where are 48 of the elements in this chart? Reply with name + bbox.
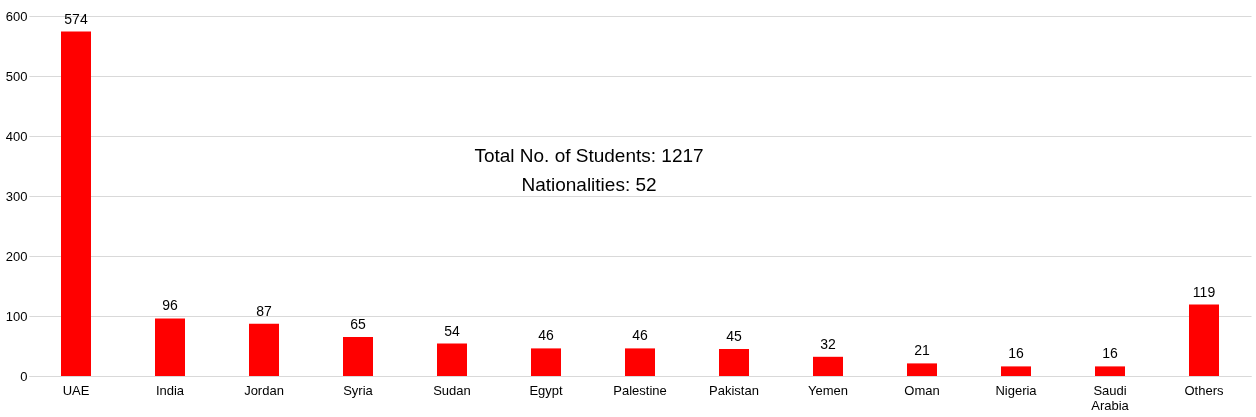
bar: [907, 363, 937, 376]
data-label: 54: [444, 322, 460, 339]
data-label: 16: [1102, 345, 1118, 362]
x-tick-label: Syria: [343, 382, 374, 398]
y-tick-label: 100: [5, 308, 28, 324]
data-label: 574: [64, 10, 88, 27]
x-tick-label: Palestine: [613, 382, 667, 398]
data-label: 96: [162, 297, 178, 314]
data-label: 32: [820, 335, 836, 352]
y-tick-label: 600: [5, 8, 28, 24]
annotation: Total No. of Students: 1217: [474, 145, 704, 166]
bar: [719, 349, 749, 376]
bar: [61, 31, 91, 376]
bar: [155, 318, 185, 376]
bar: [249, 323, 279, 376]
data-label: 119: [1192, 283, 1216, 300]
data-label: 46: [632, 327, 648, 344]
x-tick-label: Egypt: [529, 382, 564, 398]
data-label: 21: [914, 342, 930, 359]
bar: [531, 348, 561, 376]
y-tick-label: 200: [5, 248, 28, 264]
x-tick-label: Yemen: [808, 382, 848, 398]
x-tick-label: Pakistan: [709, 382, 759, 398]
bar: [1189, 304, 1219, 376]
x-tick-label: Others: [1184, 382, 1224, 398]
y-tick-label: 0: [20, 368, 28, 384]
data-label: 45: [726, 328, 742, 344]
x-tick-label: Oman: [904, 382, 940, 398]
x-tick-label: Jordan: [244, 382, 284, 398]
bar: [1001, 366, 1031, 376]
bar: [437, 343, 467, 376]
data-label: 87: [256, 302, 272, 319]
x-tick-label: India: [155, 382, 185, 398]
y-tick-label: 500: [5, 68, 28, 84]
y-tick-label: 300: [5, 188, 28, 204]
data-label: 65: [350, 316, 366, 332]
bar: [813, 356, 843, 376]
annotation: Nationalities: 52: [521, 174, 657, 195]
bar: [343, 337, 373, 376]
x-tick-label: Sudan: [433, 382, 471, 398]
y-tick-label: 400: [5, 128, 28, 144]
data-label: 16: [1008, 345, 1024, 362]
bar: [625, 348, 655, 376]
x-tick-label: UAE: [62, 382, 90, 398]
x-tick-label: Saudi Arabia: [1091, 382, 1130, 413]
bar: [1095, 366, 1125, 376]
x-tick-label: Nigeria: [995, 382, 1038, 398]
data-label: 46: [538, 327, 554, 344]
